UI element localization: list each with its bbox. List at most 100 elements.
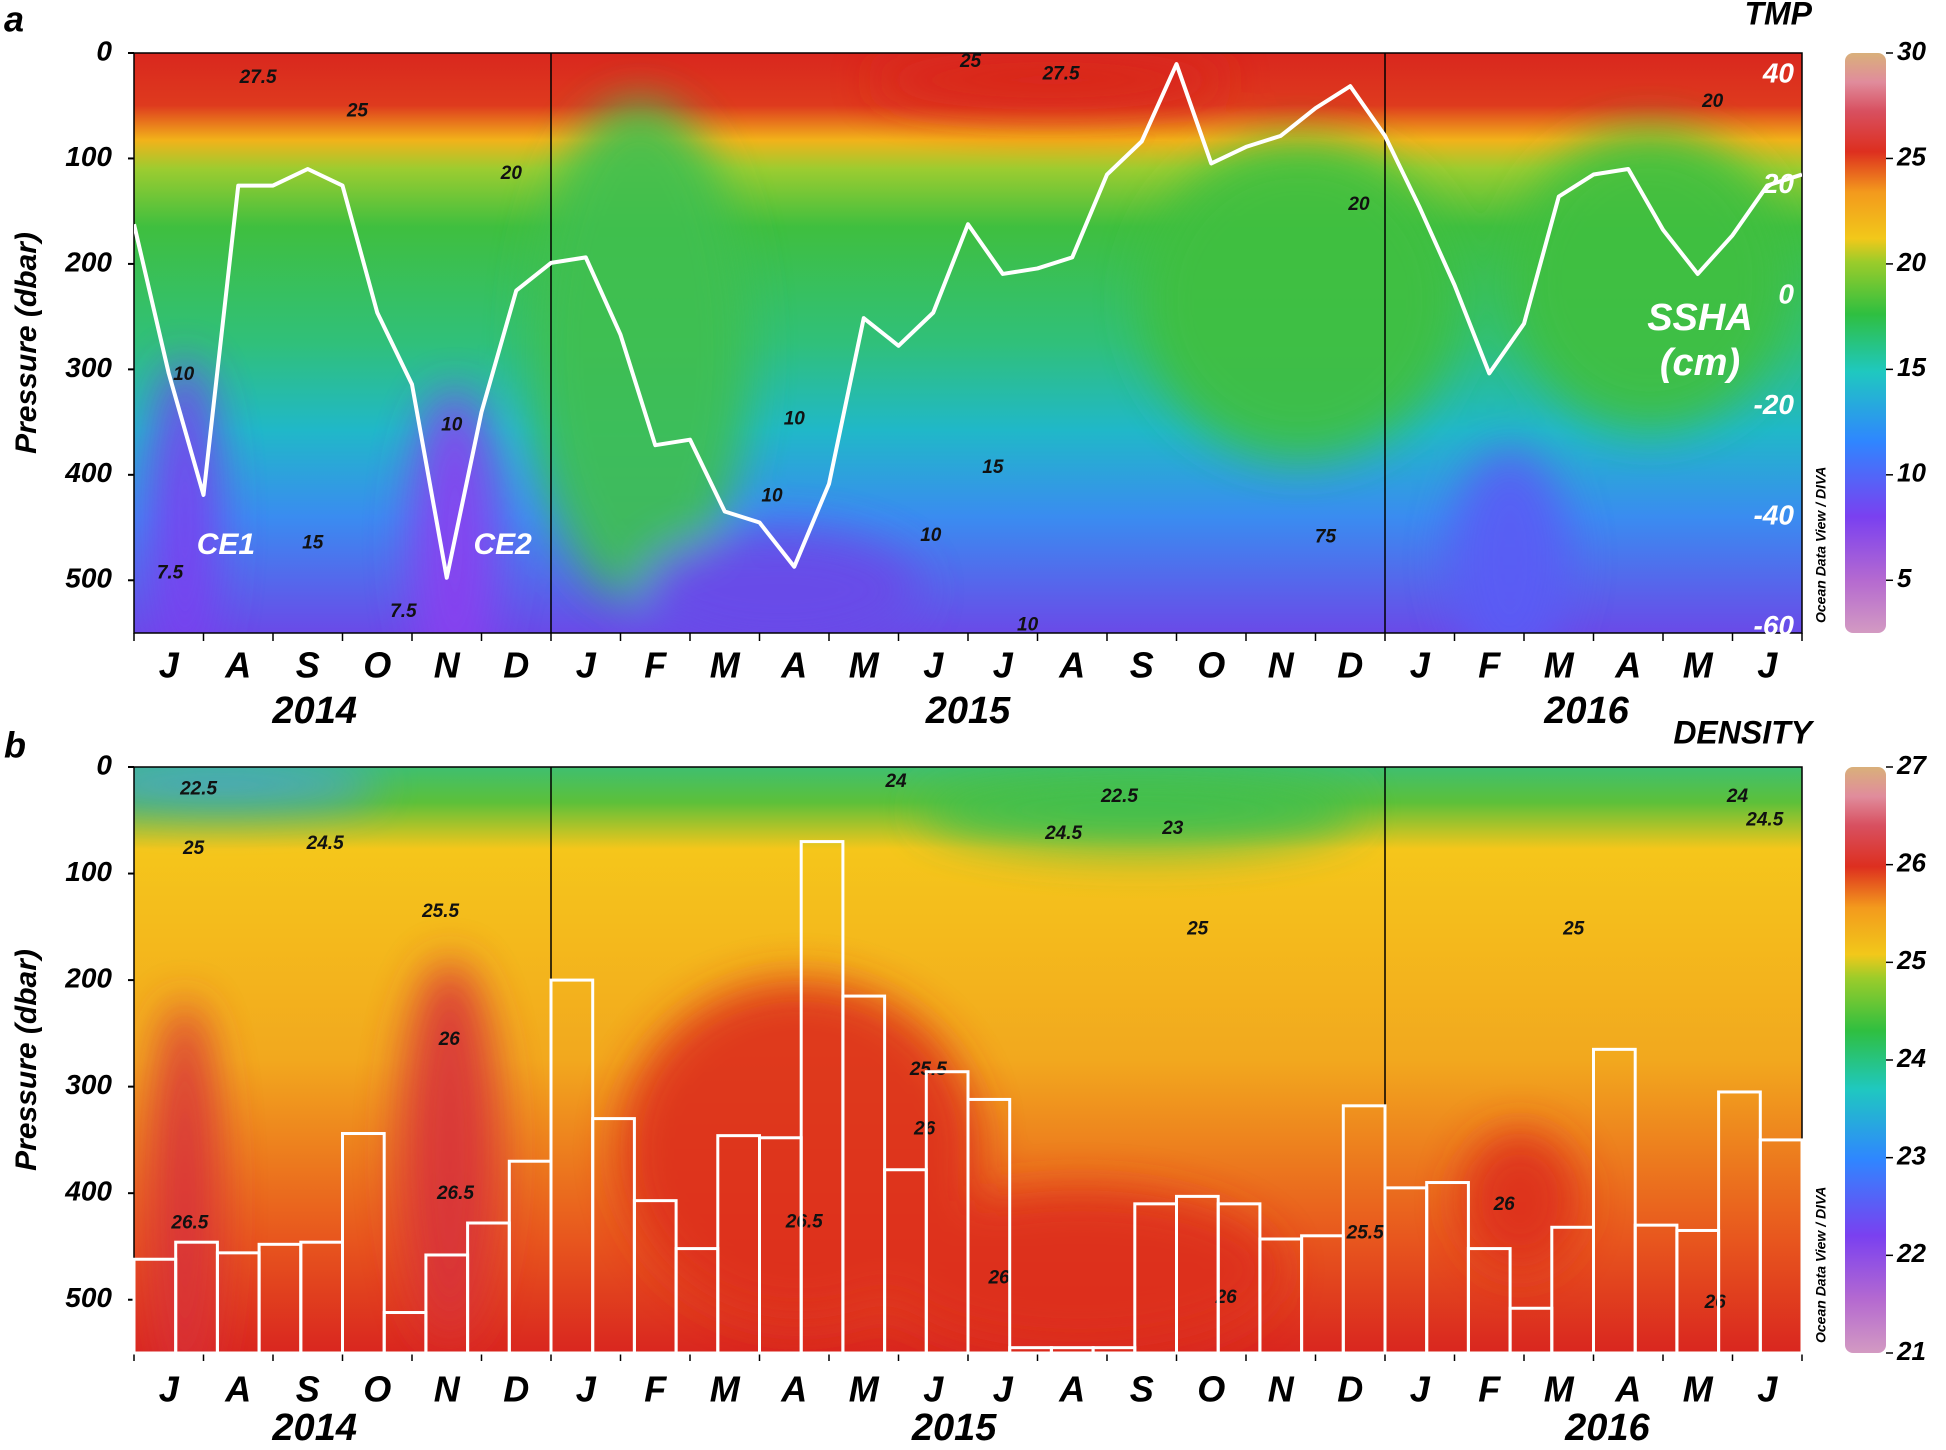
contour-label: 25 <box>346 101 369 122</box>
colorbar-tick-label: 20 <box>1896 247 1926 277</box>
contour-label: 20 <box>500 163 523 184</box>
y-axis-label: Pressure (dbar) <box>10 232 43 454</box>
y2-tick-label: 40 <box>1762 57 1795 88</box>
contour-label: 22.5 <box>179 778 217 799</box>
x-tick-label: N <box>434 1369 461 1410</box>
y-tick-label: 0 <box>96 749 112 780</box>
x-tick-label: F <box>644 1369 667 1410</box>
x-tick-label: S <box>1130 645 1154 686</box>
contour-label: 26 <box>1493 1194 1516 1215</box>
year-label: 2015 <box>911 1407 997 1445</box>
x-tick-label: S <box>1130 1369 1154 1410</box>
contour-label: 10 <box>920 525 942 546</box>
y-tick-label: 300 <box>65 1069 112 1100</box>
y-tick-label: 500 <box>65 563 112 594</box>
y-tick-label: 400 <box>64 457 112 488</box>
x-tick-label: M <box>710 645 741 686</box>
colorbar-tick-label: 30 <box>1897 36 1926 66</box>
x-tick-label: F <box>1478 1369 1501 1410</box>
x-tick-label: D <box>503 645 529 686</box>
x-tick-label: M <box>849 645 880 686</box>
contour-label: 23 <box>1161 818 1184 839</box>
x-tick-label: D <box>503 1369 529 1410</box>
colorbar-tick-label: 27 <box>1896 750 1927 780</box>
contour-label: 15 <box>302 533 324 554</box>
y-tick-label: 400 <box>64 1176 112 1207</box>
year-label: 2015 <box>925 690 1011 732</box>
contour-label: 26.5 <box>785 1211 823 1232</box>
contour-label: 26.5 <box>170 1213 208 1234</box>
contour-label: 26 <box>438 1029 461 1050</box>
colorbar-tick-label: 24 <box>1896 1043 1926 1073</box>
bar <box>966 1097 1012 1355</box>
x-tick-label: A <box>780 645 807 686</box>
contour-label: 24.5 <box>306 833 344 854</box>
eddy-label: CE1 <box>197 528 255 561</box>
bar <box>1466 1247 1512 1355</box>
x-tick-label: A <box>780 1369 807 1410</box>
x-tick-label: S <box>296 645 320 686</box>
x-tick-label: O <box>1197 1369 1225 1410</box>
x-tick-label: D <box>1337 645 1363 686</box>
x-tick-label: S <box>296 1369 320 1410</box>
x-tick-label: N <box>1268 1369 1295 1410</box>
panel-label: a <box>4 0 24 40</box>
y-tick-label: 0 <box>96 35 112 66</box>
density-field <box>134 767 1802 1353</box>
year-label: 2016 <box>1543 690 1629 732</box>
watermark: Ocean Data View / DIVA <box>1813 467 1829 623</box>
contour-label: 7.5 <box>390 601 417 622</box>
x-tick-label: M <box>1544 1369 1575 1410</box>
contour-label: 25 <box>182 838 205 859</box>
colorbar <box>1845 767 1886 1353</box>
contour-label: 26.5 <box>436 1183 474 1204</box>
y2-tick-label: -40 <box>1754 499 1795 530</box>
contour-label: 25.5 <box>421 901 459 922</box>
contour-label: 26 <box>1215 1287 1238 1308</box>
watermark: Ocean Data View / DIVA <box>1813 1187 1829 1343</box>
x-tick-label: J <box>993 1369 1014 1410</box>
contour-label: 15 <box>982 457 1004 478</box>
contour-label: 75 <box>1315 526 1337 547</box>
colorbar-tick-label: 25 <box>1896 141 1926 171</box>
x-tick-label: J <box>923 645 944 686</box>
series-unit-label: (cm) <box>1660 342 1740 384</box>
eddy-label: CE2 <box>473 528 532 561</box>
y-tick-label: 100 <box>65 856 112 887</box>
colorbar-tick-label: 26 <box>1896 848 1926 878</box>
x-tick-label: J <box>159 1369 180 1410</box>
x-tick-label: J <box>159 645 180 686</box>
ssha-line <box>134 62 1802 580</box>
y-tick-label: 300 <box>65 352 112 383</box>
contour-label: 26 <box>1704 1292 1727 1313</box>
contour-label: 25 <box>1562 919 1585 940</box>
year-label: 2014 <box>271 1407 357 1445</box>
colorbar-title: TMP <box>1744 0 1812 31</box>
contour-label: 26 <box>913 1118 936 1139</box>
colorbar-tick-label: 21 <box>1896 1336 1926 1366</box>
x-tick-label: F <box>644 645 667 686</box>
x-tick-label: J <box>1410 645 1431 686</box>
contour-label: 10 <box>1017 615 1039 636</box>
bar <box>1592 1047 1637 1355</box>
x-tick-label: M <box>710 1369 741 1410</box>
y2-tick-label: -60 <box>1754 610 1795 641</box>
y-tick-label: 500 <box>65 1282 112 1313</box>
bar <box>1758 1138 1804 1355</box>
x-tick-label: O <box>1197 645 1225 686</box>
contour-label: 24 <box>1726 786 1749 807</box>
colorbar-tick-label: 5 <box>1897 563 1912 593</box>
x-tick-label: M <box>1544 645 1575 686</box>
x-tick-label: N <box>434 645 461 686</box>
colorbar-tick-label: 25 <box>1896 945 1926 975</box>
x-tick-label: J <box>1410 1369 1431 1410</box>
contour-label: 25.5 <box>909 1059 947 1080</box>
contour-label: 10 <box>784 408 806 429</box>
colorbar-tick-label: 15 <box>1897 352 1926 382</box>
x-tick-label: A <box>1614 1369 1641 1410</box>
y-tick-label: 200 <box>64 962 112 993</box>
contour-label: 24 <box>884 771 907 792</box>
y-tick-label: 100 <box>65 141 112 172</box>
y2-tick-label: 0 <box>1778 278 1794 309</box>
